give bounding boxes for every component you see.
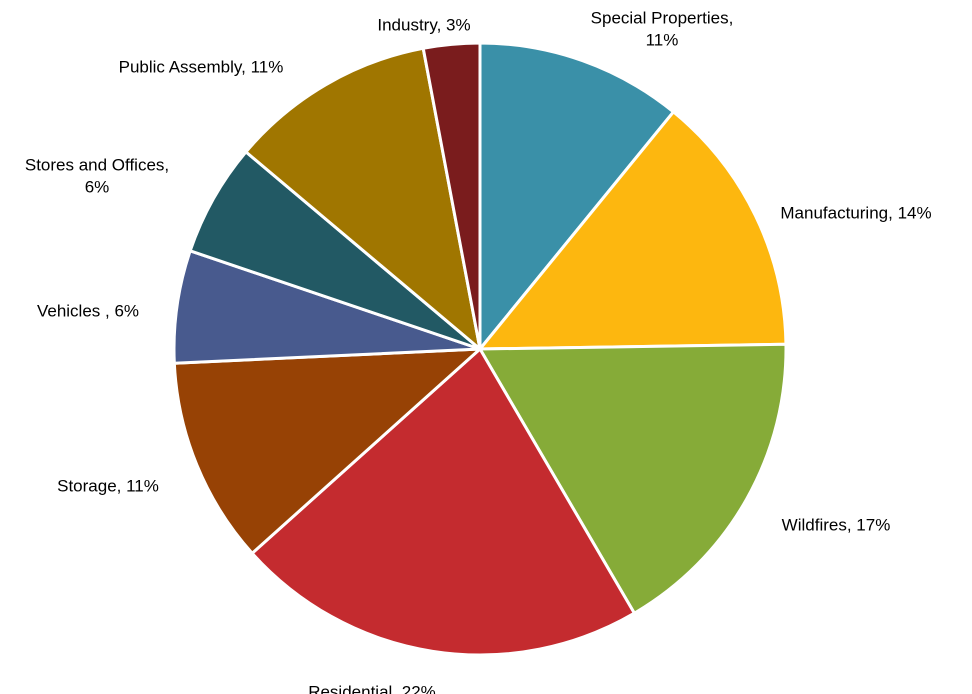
pie-label-wildfires: Wildfires, 17%	[782, 515, 891, 534]
pie-label-line: Wildfires, 17%	[782, 515, 891, 534]
pie-slices	[172, 41, 788, 657]
pie-label-line: Residential, 22%	[308, 682, 436, 694]
pie-label-line: 6%	[85, 177, 110, 196]
pie-label-stores-and-offices: Stores and Offices, 6%	[25, 155, 169, 196]
pie-label-line: Storage, 11%	[57, 476, 159, 495]
pie-slice-storage	[172, 347, 482, 555]
pie-label-line: Vehicles , 6%	[37, 301, 139, 320]
pie-label-line: 11%	[646, 30, 679, 49]
pie-label-residential: Residential, 22%	[308, 682, 436, 694]
pie-slice-wildfires	[478, 342, 788, 615]
pie-label-line: Stores and Offices,	[25, 155, 169, 174]
pie-label-special-properties: Special Properties, 11%	[591, 8, 734, 49]
pie-label-line: Special Properties,	[591, 8, 734, 27]
pie-slice-special-properties	[478, 41, 675, 351]
pie-label-vehicles: Vehicles , 6%	[37, 301, 139, 320]
pie-slice-public-assembly	[244, 46, 482, 351]
pie-label-storage: Storage, 11%	[57, 476, 159, 495]
pie-label-manufacturing: Manufacturing, 14%	[780, 203, 931, 222]
pie-label-public-assembly: Public Assembly, 11%	[119, 57, 284, 76]
pie-slice-residential	[250, 347, 636, 657]
pie-label-line: Industry, 3%	[377, 15, 470, 34]
pie-label-industry: Industry, 3%	[377, 15, 470, 34]
pie-label-line: Public Assembly, 11%	[119, 57, 284, 76]
pie-slice-manufacturing	[478, 110, 788, 351]
pie-label-line: Manufacturing, 14%	[780, 203, 931, 222]
pie-slice-industry	[421, 41, 482, 351]
pie-labels: Special Properties, 11% Manufacturing, 14%…	[25, 8, 932, 694]
